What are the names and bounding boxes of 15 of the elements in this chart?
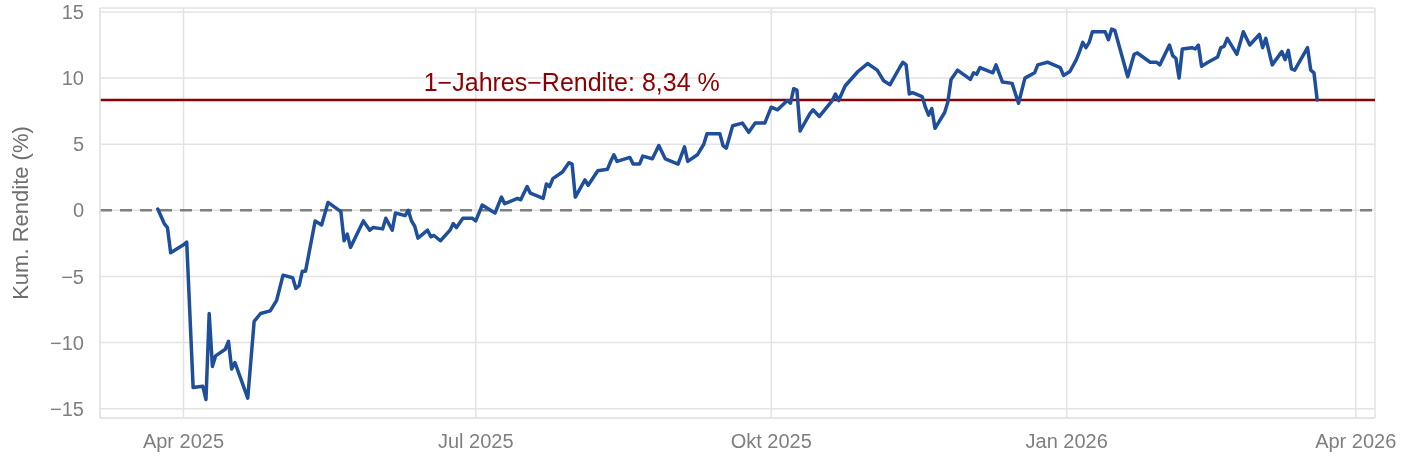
y-axis-title: Kum. Rendite (%) <box>7 126 33 300</box>
y-tick-label: 15 <box>61 1 84 24</box>
y-tick-label: 10 <box>61 67 84 90</box>
ref-line-label: 1−Jahres−Rendite: 8,34 % <box>423 68 720 97</box>
y-tick-label: 5 <box>72 133 84 156</box>
x-tick-label: Apr 2026 <box>1315 430 1397 453</box>
y-tick-label: 0 <box>72 199 84 222</box>
x-tick-label: Jan 2026 <box>1025 430 1108 453</box>
x-tick-label: Okt 2025 <box>730 430 812 453</box>
y-tick-label: −15 <box>50 397 84 420</box>
x-tick-label: Apr 2025 <box>142 430 225 453</box>
y-tick-label: −10 <box>50 331 84 354</box>
line-series <box>156 27 1319 402</box>
y-tick-label: −5 <box>61 265 84 288</box>
x-tick-label: Jul 2025 <box>437 430 514 453</box>
